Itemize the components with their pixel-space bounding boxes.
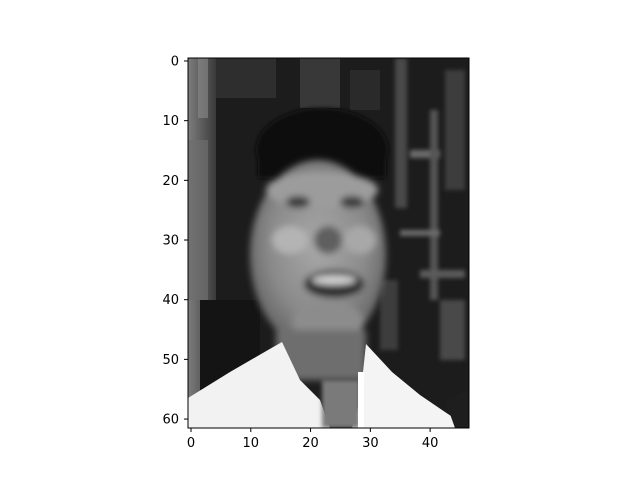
- x-axis: 0 10 20 30 40: [187, 428, 439, 451]
- y-tick-label-40: 40: [162, 293, 179, 308]
- x-tick-label-10: 10: [243, 436, 260, 451]
- y-tick-label-60: 60: [162, 413, 179, 428]
- x-tick-label-40: 40: [422, 436, 439, 451]
- y-tick-label-0: 0: [171, 54, 179, 69]
- x-tick-label-30: 30: [362, 436, 379, 451]
- face-image: [188, 58, 469, 428]
- y-axis: 0 10 20 30 40 50 60: [162, 54, 188, 428]
- axes-frame: [187, 57, 470, 429]
- x-tick-label-0: 0: [187, 436, 195, 451]
- x-tick-label-20: 20: [302, 436, 319, 451]
- y-tick-label-30: 30: [162, 234, 179, 249]
- y-tick-label-20: 20: [162, 174, 179, 189]
- y-tick-label-10: 10: [162, 114, 179, 129]
- y-tick-label-50: 50: [162, 353, 179, 368]
